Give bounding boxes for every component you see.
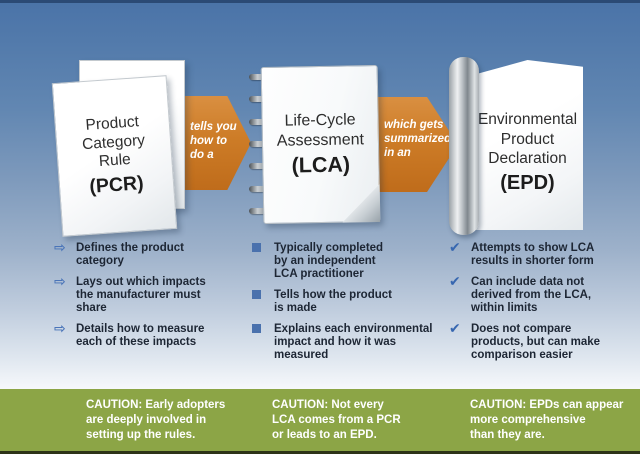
square-bullet-icon — [252, 323, 267, 362]
bullet-text: Attempts to show LCA results in shorter … — [471, 242, 595, 267]
lca-bullet-list: Typically completed by an independent LC… — [252, 242, 437, 370]
pcr-caution-text: CAUTION: Early adopters are deeply invol… — [86, 399, 226, 441]
bullet-text: Explains each environmental impact and h… — [274, 323, 433, 361]
connector-arrow-pcr-to-lca: tells you how to do a — [177, 96, 251, 190]
bullet-text: Does not compare products, but can make … — [471, 323, 601, 361]
lca-notebook: Life-Cycle Assessment (LCA) — [260, 64, 381, 225]
caution-band: CAUTION: Early adopters are deeply invol… — [0, 389, 640, 454]
list-item: ⇨ Defines the product category — [54, 240, 229, 268]
bullet-text: Typically completed by an independent LC… — [274, 242, 384, 280]
square-bullet-icon — [252, 242, 267, 281]
epd-magazine-spine — [449, 57, 479, 235]
list-item: ⇨ Lays out which impacts the manufacture… — [54, 274, 229, 315]
lca-caution-text: CAUTION: Not every LCA comes from a PCR … — [272, 399, 401, 441]
spiral-ring-icon — [249, 74, 268, 80]
list-item: ✔ Can include data not derived from the … — [449, 274, 631, 315]
bullet-text: Can include data not derived from the LC… — [471, 276, 592, 314]
right-arrow-bullet-icon: ⇨ — [54, 274, 66, 290]
pcr-bullet-list: ⇨ Defines the product category ⇨ Lays ou… — [54, 240, 229, 357]
right-arrow-bullet-icon: ⇨ — [54, 321, 66, 337]
top-border-line — [0, 0, 640, 3]
connector-arrow-lca-to-epd: which gets summarized in an — [372, 97, 458, 192]
pcr-paper-front-sheet: Product Category Rule (PCR) — [51, 75, 178, 237]
page-curl — [342, 184, 381, 223]
spiral-ring-icon — [249, 141, 268, 147]
check-bullet-icon: ✔ — [449, 240, 461, 256]
list-item: Explains each environmental impact and h… — [252, 323, 437, 362]
connector-label: tells you how to do a — [190, 121, 237, 161]
bullet-text: Lays out which impacts the manufacturer … — [76, 276, 206, 314]
list-item: ✔ Attempts to show LCA results in shorte… — [449, 240, 631, 268]
list-item: ⇨ Details how to measure each of these i… — [54, 321, 229, 349]
bullet-text: Defines the product category — [76, 242, 184, 267]
epd-acronym: (EPD) — [500, 171, 555, 194]
pcr-acronym: (PCR) — [88, 171, 145, 198]
right-arrow-bullet-icon: ⇨ — [54, 240, 66, 256]
list-item: Tells how the product is made — [252, 289, 437, 315]
spiral-ring-icon — [249, 208, 268, 214]
epd-caution-text: CAUTION: EPDs can appear more comprehens… — [470, 399, 624, 441]
connector-label: which gets summarized in an — [384, 119, 452, 159]
lca-acronym: (LCA) — [291, 152, 351, 178]
epd-title: Environmental Product Declaration — [477, 111, 578, 167]
epd-bullet-list: ✔ Attempts to show LCA results in shorte… — [449, 240, 631, 370]
spiral-ring-icon — [249, 163, 268, 169]
list-item: Typically completed by an independent LC… — [252, 242, 437, 281]
spiral-ring-icon — [249, 186, 268, 192]
check-bullet-icon: ✔ — [449, 321, 461, 337]
list-item: ✔ Does not compare products, but can mak… — [449, 321, 631, 362]
square-bullet-icon — [252, 289, 267, 315]
pcr-title: Product Category Rule — [81, 113, 146, 171]
check-bullet-icon: ✔ — [449, 274, 461, 290]
spiral-ring-icon — [249, 119, 268, 125]
spiral-ring-icon — [249, 96, 268, 102]
bullet-text: Tells how the product is made — [274, 289, 392, 314]
lca-title: Life-Cycle Assessment — [276, 111, 365, 150]
bullet-text: Details how to measure each of these imp… — [76, 323, 205, 348]
epd-magazine-page: Environmental Product Declaration (EPD) — [472, 60, 583, 230]
